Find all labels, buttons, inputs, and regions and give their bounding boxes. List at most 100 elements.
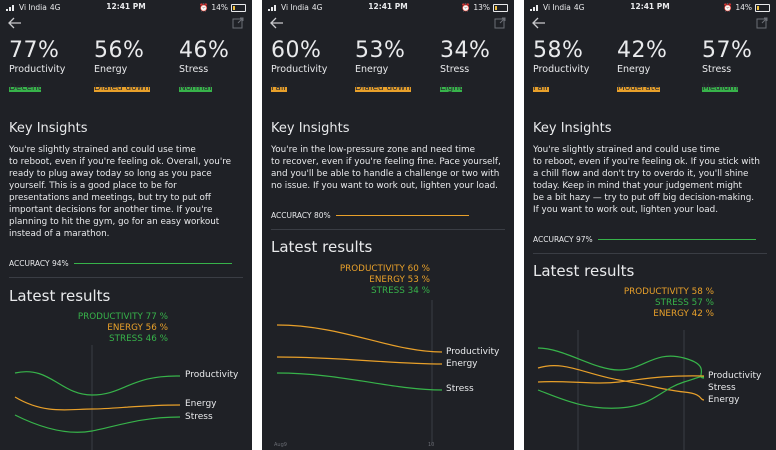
line-stress (537, 347, 705, 379)
metric-label: Productivity (9, 64, 66, 75)
latest-results-title: Latest results (533, 262, 635, 280)
status-badge: Decent (9, 83, 42, 93)
legend-energy: ENERGY 56 % (107, 323, 168, 333)
metric-stress: 46% Stress Normal (179, 38, 229, 94)
insights-text: You're slightly strained and could use t… (9, 145, 232, 239)
line-stress (14, 414, 181, 433)
status-badge: Light (440, 83, 463, 93)
chart-label-energy: Energy (708, 395, 740, 405)
network-type: 4G (573, 3, 585, 12)
legend-energy: ENERGY 53 % (369, 275, 430, 285)
accuracy-label: ACCURACY 97% (533, 235, 593, 244)
signal-icon (6, 4, 16, 11)
back-arrow-icon[interactable] (8, 17, 22, 29)
screen-3: Vi India 4G 12:41 PM ⏰ 14% 58% Productiv… (524, 0, 776, 450)
external-link-icon[interactable] (494, 17, 506, 29)
legend-energy: ENERGY 42 % (653, 309, 714, 319)
metric-energy: 56% Energy Dialed down (94, 38, 150, 94)
accuracy-line (335, 215, 469, 216)
metric-value: 77% (9, 38, 60, 63)
status-badge: Fair (271, 83, 288, 93)
metric-productivity: 58% Productivity Fair (533, 38, 589, 94)
chart-label-productivity: Productivity (185, 370, 239, 380)
metric-label: Stress (440, 64, 470, 75)
carrier: Vi India (19, 3, 47, 12)
back-arrow-icon[interactable] (532, 17, 546, 29)
key-insights-title: Key Insights (533, 121, 612, 136)
metric-label: Productivity (533, 64, 590, 75)
status-badge: Fair (533, 83, 550, 93)
clock: 12:41 PM (630, 2, 670, 11)
external-link-icon[interactable] (232, 17, 244, 29)
battery-icon (231, 3, 246, 12)
status-badge: Normal (179, 83, 212, 93)
divider (533, 253, 767, 254)
chart-legend: PRODUCTIVITY 58 % STRESS 57 % ENERGY 42 … (624, 287, 714, 320)
carrier: Vi India (281, 3, 309, 12)
network-type: 4G (49, 3, 61, 12)
key-insights-title: Key Insights (9, 121, 88, 136)
metric-value: 34% (440, 38, 491, 63)
legend-stress: STRESS 46 % (109, 334, 168, 344)
line-stress (276, 372, 443, 391)
chart-label-stress: Stress (185, 412, 213, 422)
latest-results-title: Latest results (271, 238, 373, 256)
status-badge: Dialed down (94, 83, 150, 93)
line-productivity (14, 371, 181, 396)
accuracy-row: ACCURACY 94% (9, 259, 232, 268)
metric-label: Energy (355, 64, 389, 75)
external-link-icon[interactable] (756, 17, 768, 29)
metric-label: Stress (702, 64, 732, 75)
screen-2: Vi India 4G 12:41 PM ⏰ 13% 60% Productiv… (262, 0, 514, 450)
legend-productivity: PRODUCTIVITY 77 % (77, 312, 168, 322)
accuracy-label: ACCURACY 94% (9, 259, 69, 268)
metric-value: 53% (355, 38, 406, 63)
status-badge: Dialed down (355, 83, 411, 93)
line-energy (14, 396, 181, 411)
results-chart (276, 300, 443, 445)
metric-energy: 42% Energy Moderate (617, 38, 667, 94)
battery-icon (493, 3, 508, 12)
back-arrow-icon[interactable] (270, 17, 284, 29)
metric-label: Stress (179, 64, 209, 75)
clock: 12:41 PM (368, 2, 408, 11)
alarm-icon: ⏰ (722, 3, 733, 12)
metric-productivity: 77% Productivity Decent (9, 38, 65, 94)
accuracy-row: ACCURACY 97% (533, 235, 756, 244)
key-insights-title: Key Insights (271, 121, 350, 136)
chart-label-productivity: Productivity (708, 371, 762, 381)
screen-1: Vi India 4G 12:41 PM ⏰ 14% 77% Productiv… (0, 0, 252, 450)
metric-value: 58% (533, 38, 584, 63)
status-bar: Vi India 4G 12:41 PM ⏰ 14% (524, 0, 776, 14)
line-energy (276, 356, 443, 365)
accuracy-row: ACCURACY 80% (271, 211, 469, 220)
status-bar: Vi India 4G 12:41 PM ⏰ 13% (262, 0, 514, 14)
metric-label: Productivity (271, 64, 328, 75)
metric-stress: 57% Stress Medium (702, 38, 752, 94)
line-productivity (276, 324, 443, 353)
results-chart (537, 330, 705, 450)
battery-percent: 14% (211, 3, 228, 12)
chart-legend: PRODUCTIVITY 77 % ENERGY 56 % STRESS 46 … (78, 312, 168, 345)
metric-productivity: 60% Productivity Fair (271, 38, 327, 94)
line-productivity (537, 375, 705, 409)
axis-label-start: Aug9 (274, 442, 287, 448)
carrier: Vi India (543, 3, 571, 12)
metric-value: 57% (702, 38, 753, 63)
status-bar: Vi India 4G 12:41 PM ⏰ 14% (0, 0, 252, 14)
accuracy-line (597, 239, 756, 240)
divider (9, 277, 243, 278)
legend-stress: STRESS 34 % (371, 286, 430, 296)
clock: 12:41 PM (106, 2, 146, 11)
signal-icon (530, 4, 540, 11)
metric-energy: 53% Energy Dialed down (355, 38, 411, 94)
chart-label-productivity: Productivity (446, 347, 500, 357)
metric-value: 42% (617, 38, 668, 63)
insights-text: You're in the low-pressure zone and need… (271, 145, 501, 191)
line-productivity-2 (537, 375, 705, 384)
metric-value: 60% (271, 38, 322, 63)
metric-label: Energy (617, 64, 651, 75)
accuracy-label: ACCURACY 80% (271, 211, 331, 220)
line-energy (537, 365, 705, 401)
chart-label-stress: Stress (446, 384, 474, 394)
